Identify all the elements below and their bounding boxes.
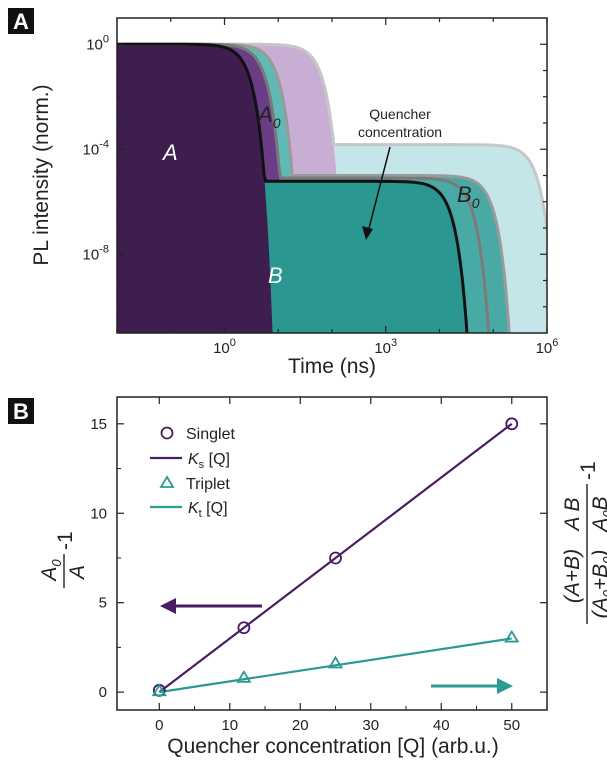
arrow-left-singlet-head (160, 598, 176, 614)
a-xtick-label: 106 (536, 337, 559, 357)
b-xtick-label: 40 (433, 717, 450, 734)
curve-a-outline (117, 42, 469, 333)
fit-line-0 (158, 422, 513, 693)
a-ytick-label: 100 (86, 33, 109, 53)
panel-b-right-ylabel: (A+B) A B (A0+B0) A0B -1 (561, 461, 607, 624)
b-ytick-label: 5 (99, 595, 107, 612)
b-xtick-label: 20 (292, 717, 309, 734)
a-xtick-label: 103 (374, 337, 397, 357)
b-xtick-label: 50 (503, 717, 520, 734)
point-singlet (505, 417, 519, 431)
panel-a-ticks: 100 103 106 100 10-4 10-8 (83, 18, 559, 357)
svg-text:(A0+B0): (A0+B0) (589, 550, 607, 619)
panel-a-plot-area (117, 42, 547, 333)
annotation-quencher-line2: concentration (358, 124, 442, 140)
point-singlet (329, 551, 342, 565)
point-singlet (237, 621, 251, 635)
svg-text:-1: -1 (54, 531, 77, 550)
panel-b-data (151, 417, 520, 697)
point-triplet (236, 670, 252, 683)
region-label-b: B (268, 263, 283, 288)
legend-marker-singlet (160, 426, 174, 440)
panel-a-xlabel: Time (ns) (288, 355, 376, 378)
a-ytick-label: 10-8 (83, 243, 109, 263)
legend-marker-triplet (159, 475, 175, 488)
region-label-a0: A0 (256, 102, 281, 131)
svg-text:A0B: A0B (589, 496, 607, 533)
panel-b-ticks: 0 10 20 30 40 50 0 5 10 15 (90, 397, 547, 734)
panel-a-ylabel: PL intensity (norm.) (30, 84, 53, 265)
b-ytick-label: 15 (90, 416, 107, 433)
a-xtick-label: 100 (213, 337, 236, 357)
area-a (117, 44, 273, 333)
panel-b-badge (8, 398, 34, 424)
fit-line-1 (159, 637, 512, 694)
b-ytick-label: 0 (99, 684, 107, 701)
region-label-a: A (161, 140, 178, 165)
b-xtick-label: 0 (155, 717, 163, 734)
panel-a: A 100 103 106 100 10-4 10-8 A A0 B B0 Quenche… (8, 8, 558, 378)
legend-label-singlet: Singlet (186, 426, 235, 443)
b-ytick-label: 10 (90, 505, 107, 522)
panel-b-legend: Singlet Ks [Q] Triplet Kt [Q] (150, 426, 235, 520)
a-ytick-label: 10-4 (83, 138, 109, 158)
b-xtick-label: 10 (221, 717, 238, 734)
panel-b-frame (116, 396, 548, 711)
legend-label-triplet: Triplet (186, 476, 230, 493)
point-triplet (504, 629, 520, 643)
b-xtick-label: 30 (362, 717, 379, 734)
panel-a-badge (8, 8, 34, 34)
panel-b-xlabel: Quencher concentration [Q] (arb.u.) (167, 735, 499, 758)
panel-b-badge-label: B (13, 399, 29, 424)
region-label-b0: B0 (457, 182, 480, 211)
svg-text:(A+B): (A+B) (561, 549, 584, 603)
panel-b: B 0 10 20 30 40 50 0 5 10 15 Singlet Ks [Q] Tripl… (8, 396, 607, 758)
point-triplet (327, 655, 344, 669)
point-triplet (151, 683, 167, 697)
annotation-quencher-line1: Quencher (369, 106, 431, 122)
annotation-arrow-head (362, 226, 373, 240)
panel-a-badge-label: A (13, 9, 29, 34)
svg-text:A B: A B (561, 497, 584, 532)
legend-label-ks: Ks [Q] (188, 451, 230, 471)
annotation-arrow-shaft (367, 146, 391, 233)
svg-text:A: A (66, 565, 89, 581)
svg-text:-1: -1 (577, 461, 600, 480)
arrow-right-triplet-head (497, 678, 513, 694)
svg-text:A0: A0 (38, 559, 64, 583)
panel-b-left-ylabel: A0 A -1 (38, 531, 89, 588)
legend-label-kt: Kt [Q] (188, 500, 228, 520)
